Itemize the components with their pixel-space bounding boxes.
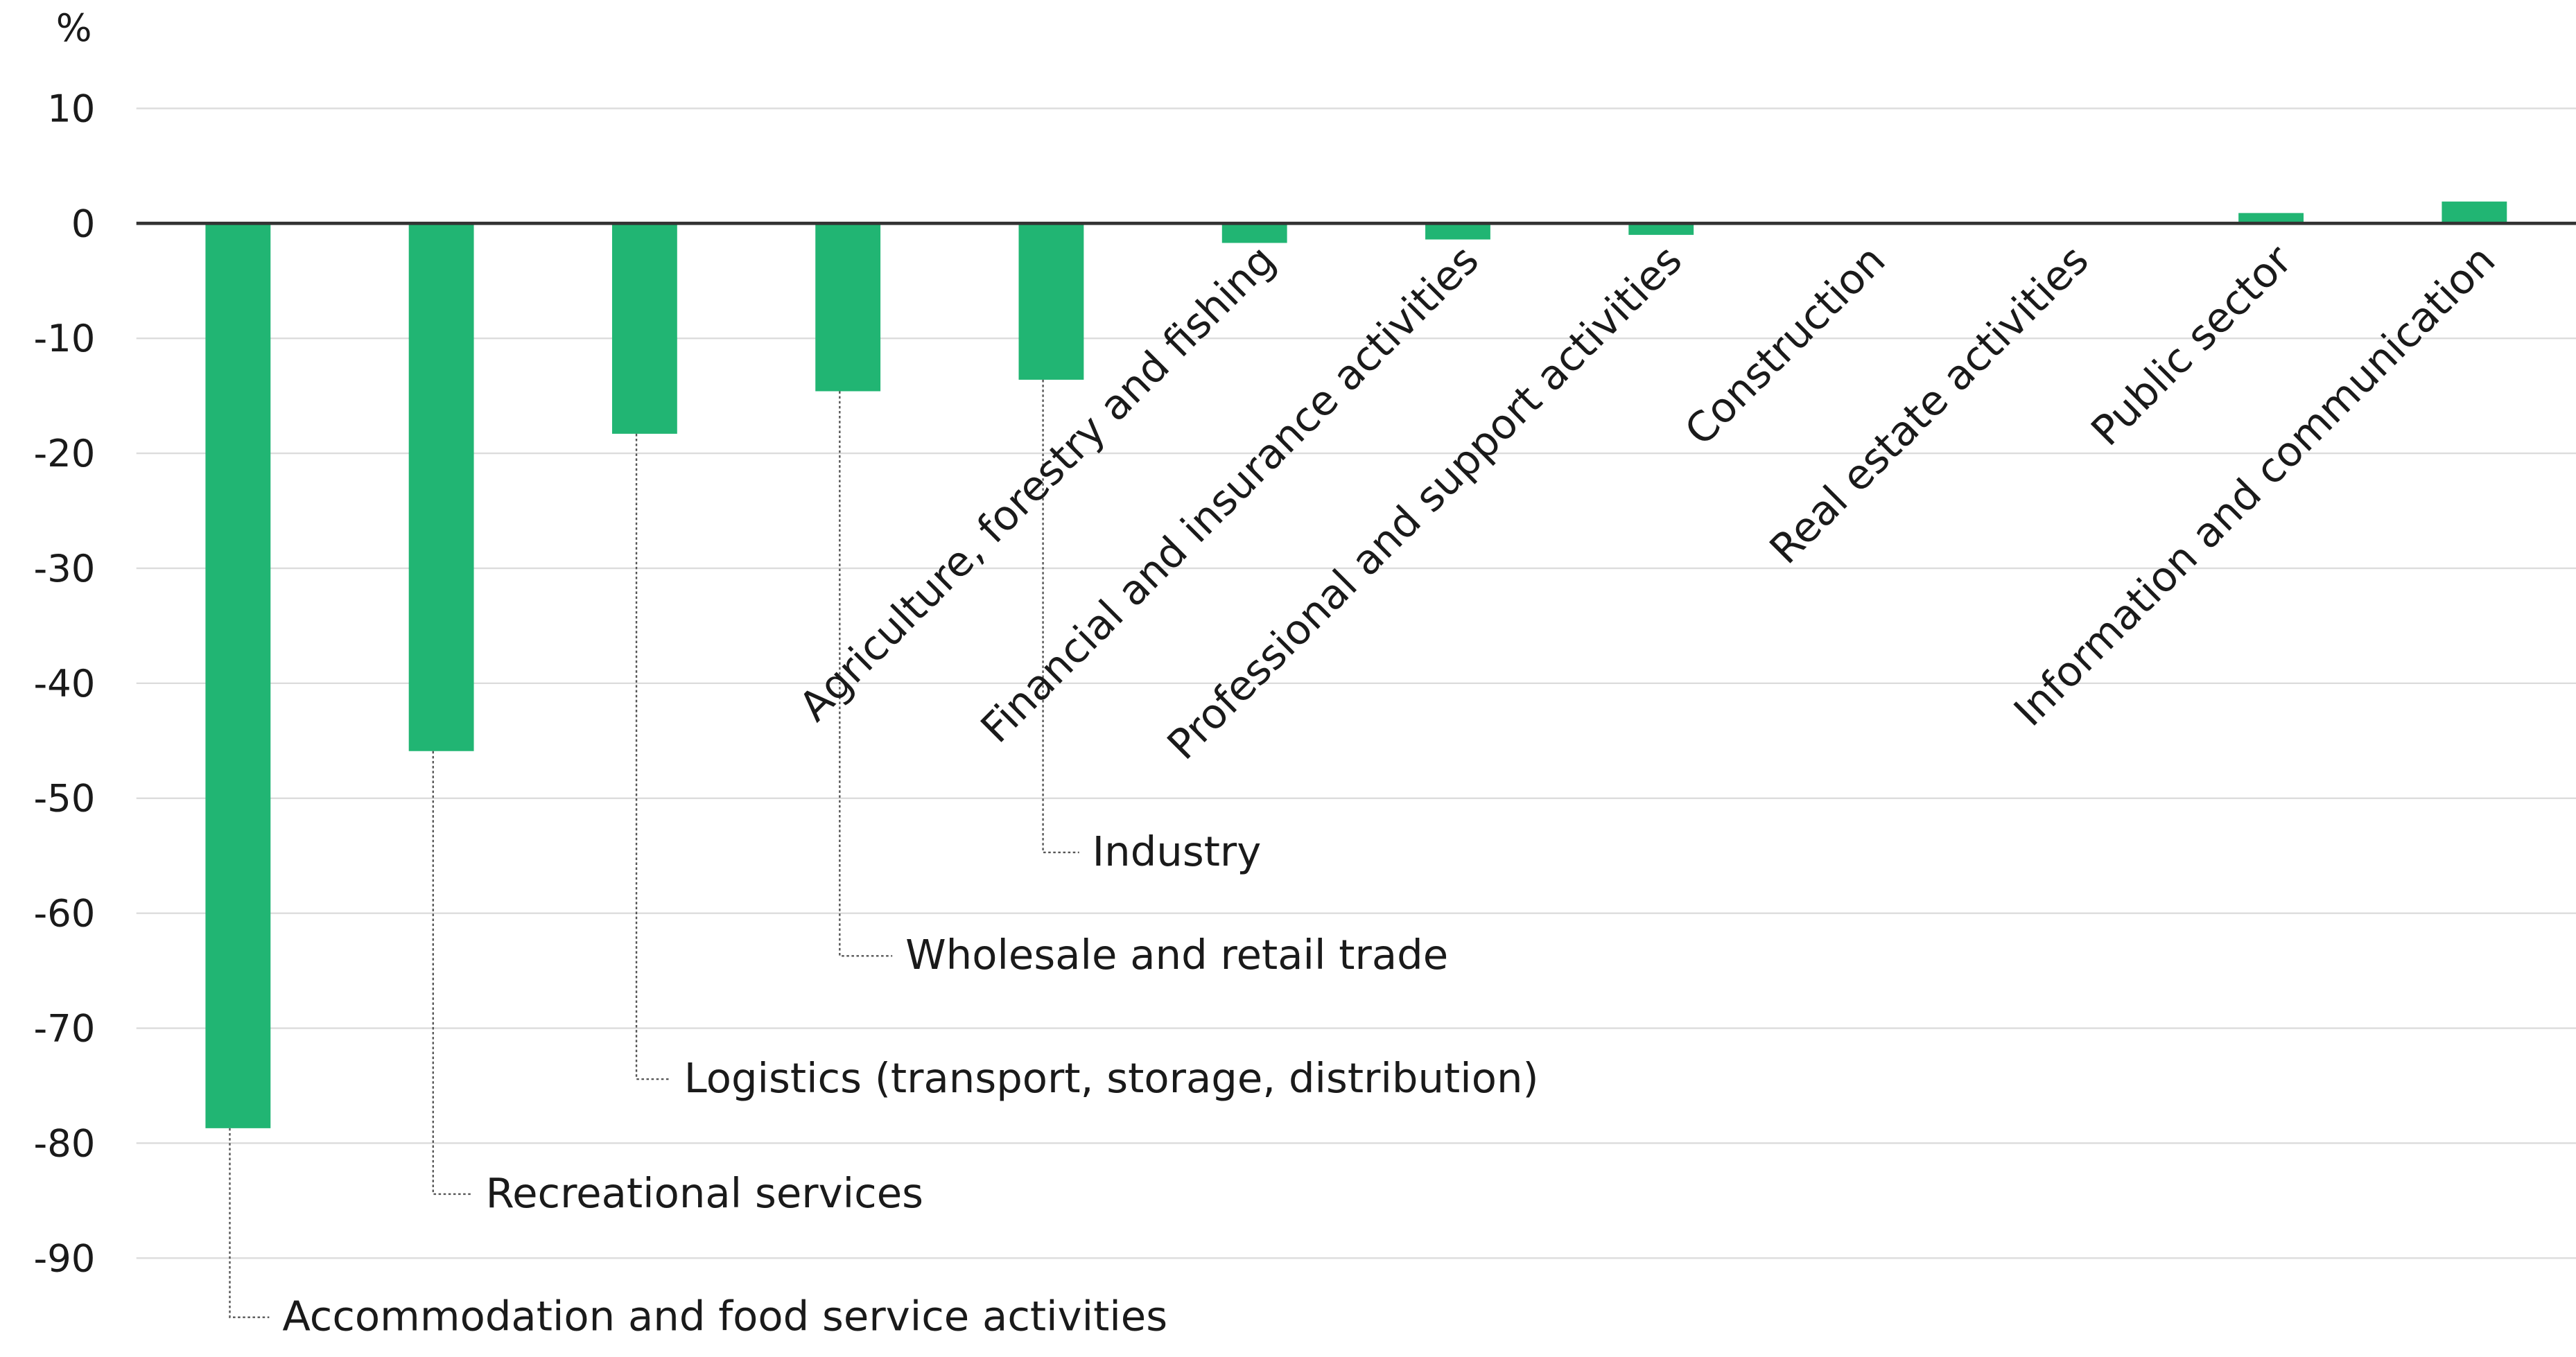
y-tick-label: -40 <box>33 661 95 706</box>
category-label: Accommodation and food service activitie… <box>282 1293 1167 1340</box>
category-label: Logistics (transport, storage, distribut… <box>684 1054 1539 1102</box>
bar <box>815 223 881 392</box>
y-tick-label: -60 <box>33 891 95 936</box>
y-tick-label: -30 <box>33 546 95 590</box>
bar <box>2238 213 2304 224</box>
bar <box>611 223 677 434</box>
leader-line <box>839 391 893 957</box>
y-tick-label: -80 <box>33 1121 95 1165</box>
category-label: Wholesale and retail trade <box>905 931 1448 979</box>
leader-line <box>432 751 473 1196</box>
y-tick-label: -50 <box>33 776 95 821</box>
category-label: Industry <box>1093 828 1262 875</box>
bar <box>1221 223 1287 243</box>
bar <box>1425 223 1490 240</box>
y-tick-label: 10 <box>47 86 95 130</box>
y-tick-label: -20 <box>33 431 95 475</box>
category-label: Public sector <box>2082 236 2301 455</box>
bar <box>2442 201 2507 224</box>
bar <box>1018 223 1084 380</box>
bar <box>408 223 474 751</box>
leader-line <box>229 1128 270 1318</box>
y-tick-label: -10 <box>33 316 95 360</box>
category-label: Construction <box>1676 236 1894 454</box>
y-tick-label: 0 <box>71 201 96 245</box>
bar <box>205 223 271 1128</box>
leader-line <box>635 433 671 1080</box>
y-unit-label: % <box>56 6 92 50</box>
category-label: Recreational services <box>486 1169 923 1217</box>
y-tick-label: -70 <box>33 1006 95 1051</box>
bar <box>1628 223 1694 235</box>
y-tick-label: -90 <box>33 1236 95 1280</box>
